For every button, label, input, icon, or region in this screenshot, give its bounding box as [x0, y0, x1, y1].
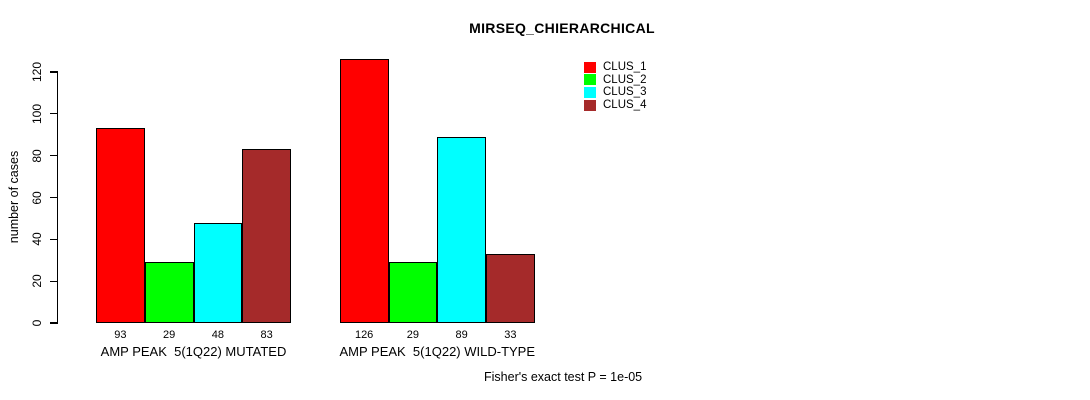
bar-clus_1-group2 — [339, 59, 389, 323]
y-axis-tick — [50, 238, 58, 240]
y-axis-tick-label: 20 — [30, 274, 44, 288]
y-axis-tick — [50, 322, 58, 324]
y-axis-tick-label: 120 — [30, 61, 44, 83]
y-axis-tick — [50, 196, 58, 199]
category-label: AMP PEAK 5(1Q22) MUTATED — [100, 343, 287, 359]
legend: CLUS_1 CLUS_2 CLUS_3 CLUS_4 — [584, 61, 646, 111]
bar-value-label: 48 — [211, 329, 224, 341]
legend-label: CLUS_1 — [603, 61, 647, 74]
y-axis-tick-label: 60 — [30, 190, 44, 205]
bar-value-label: 126 — [354, 329, 374, 341]
bar-clus_4-group2 — [486, 253, 535, 323]
legend-color-swatch — [584, 99, 596, 111]
bar-value-label: 33 — [504, 329, 517, 341]
bar-value-label: 93 — [114, 329, 127, 341]
bar-clus_2-group2 — [388, 262, 438, 323]
legend-label: CLUS_3 — [603, 86, 647, 99]
bar-clus_2-group1 — [144, 262, 194, 323]
y-axis-tick — [50, 155, 58, 157]
statistical-test-footnote: Fisher's exact test P = 1e-05 — [484, 370, 643, 384]
y-axis-tick-label: 0 — [30, 319, 44, 327]
legend-color-swatch — [584, 86, 596, 98]
legend-label: CLUS_4 — [603, 99, 647, 112]
y-axis-tick-label: 100 — [30, 103, 44, 124]
y-axis-tick — [50, 113, 58, 115]
bar-clus_4-group1 — [242, 149, 291, 323]
bar-value-label: 89 — [455, 329, 468, 341]
y-axis-tick-label: 40 — [30, 232, 44, 247]
legend-item-clus_3: CLUS_3 — [584, 86, 646, 99]
bar-clus_3-group2 — [437, 136, 486, 323]
legend-label: CLUS_2 — [603, 73, 647, 86]
bar-value-label: 29 — [406, 329, 419, 341]
y-axis-tick — [50, 280, 58, 282]
category-label: AMP PEAK 5(1Q22) WILD-TYPE — [339, 343, 536, 359]
legend-color-swatch — [584, 74, 596, 86]
bar-clus_1-group1 — [96, 128, 145, 323]
legend-item-clus_4: CLUS_4 — [584, 99, 646, 112]
y-axis-label: number of cases — [7, 150, 21, 244]
bar-value-label: 29 — [163, 329, 176, 341]
chart-title: MIRSEQ_CHIERARCHICAL — [469, 20, 655, 36]
bar-clus_3-group1 — [193, 222, 243, 323]
y-axis-tick — [50, 71, 58, 73]
legend-item-clus_2: CLUS_2 — [584, 74, 646, 87]
y-axis-tick-label: 80 — [30, 148, 44, 163]
legend-color-swatch — [584, 61, 596, 73]
legend-item-clus_1: CLUS_1 — [584, 61, 646, 74]
bar-value-label: 83 — [260, 329, 273, 341]
